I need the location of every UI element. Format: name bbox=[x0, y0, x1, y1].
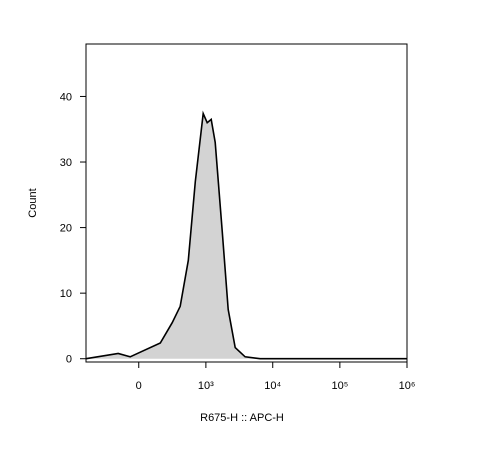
histogram-area bbox=[86, 113, 407, 359]
x-tick-label: 10⁵ bbox=[331, 380, 348, 392]
x-tick-label: 10⁶ bbox=[399, 380, 416, 392]
x-tick-label: 0 bbox=[136, 380, 142, 392]
y-tick-label: 0 bbox=[66, 354, 72, 366]
x-tick-label: 10⁴ bbox=[264, 380, 281, 392]
y-tick-label: 40 bbox=[60, 91, 72, 103]
histogram-line bbox=[85, 110, 407, 360]
x-tick-label: 10³ bbox=[198, 380, 214, 392]
plot-frame bbox=[85, 43, 408, 363]
x-axis-title: R675-H :: APC-H bbox=[200, 412, 284, 424]
y-tick-label: 10 bbox=[60, 288, 72, 300]
y-tick-label: 20 bbox=[60, 223, 72, 235]
y-tick-label: 30 bbox=[60, 157, 72, 169]
y-axis-title: Count bbox=[27, 188, 39, 217]
